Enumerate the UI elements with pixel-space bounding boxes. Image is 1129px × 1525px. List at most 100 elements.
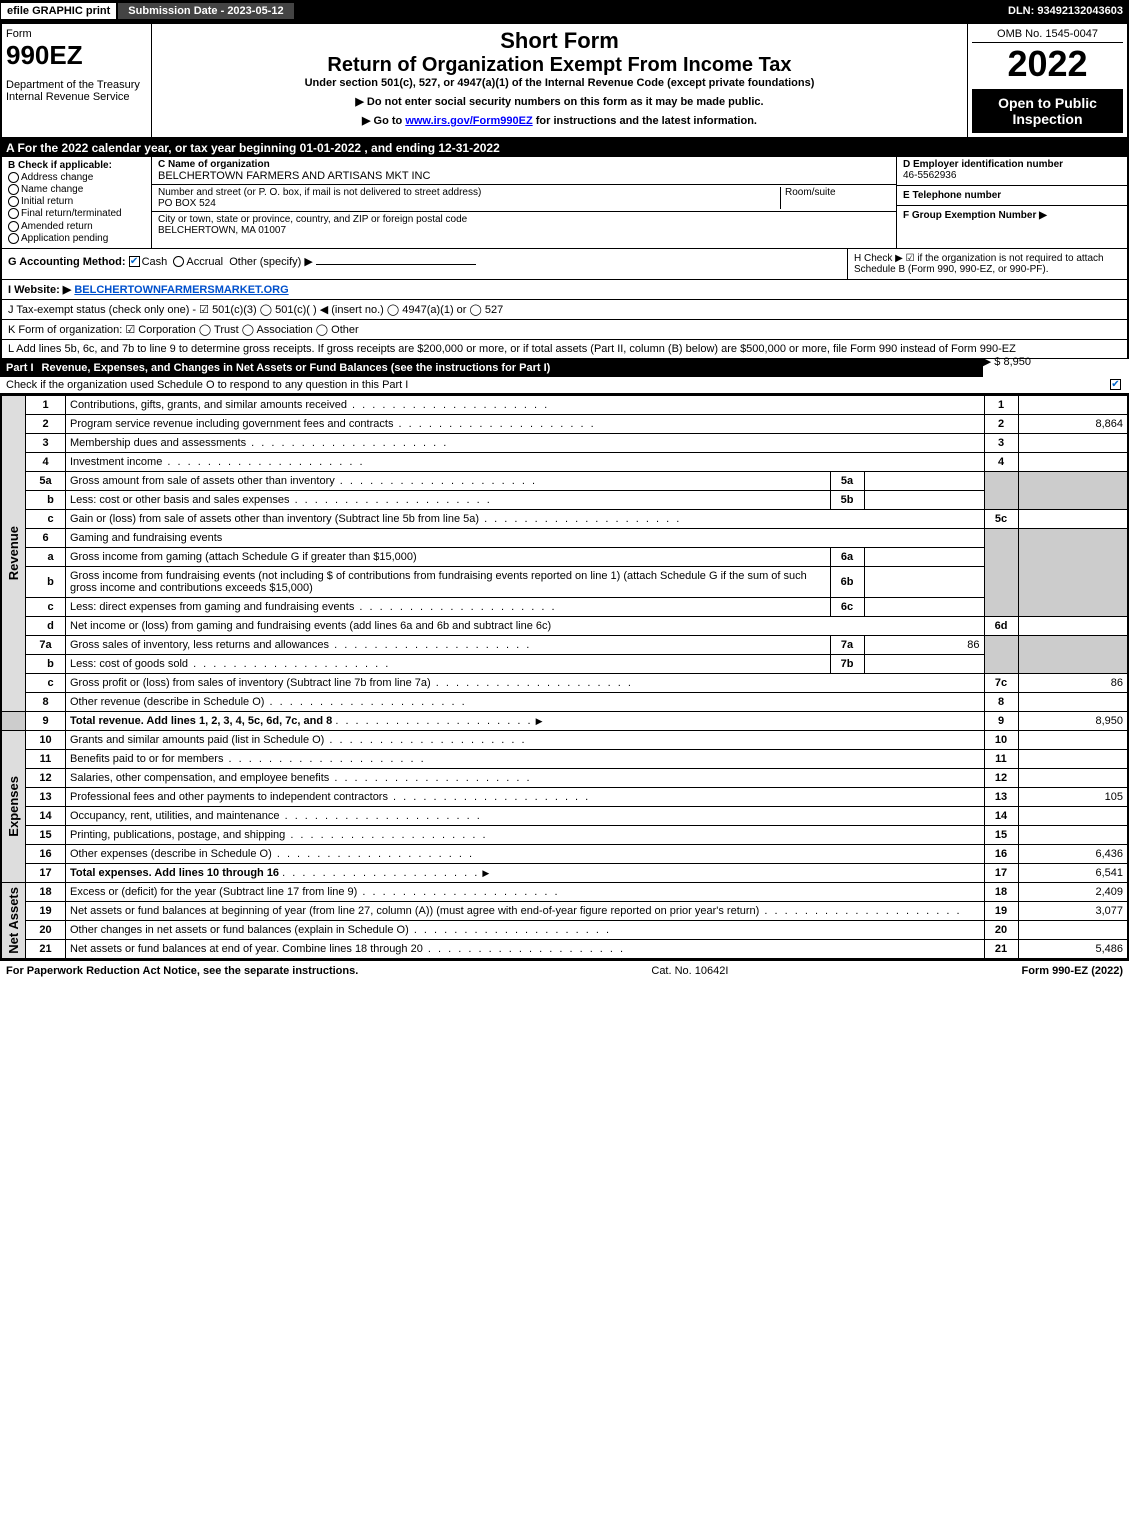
l4-desc: Investment income [66, 452, 985, 471]
l1-desc: Contributions, gifts, grants, and simila… [66, 395, 985, 415]
submission-date: Submission Date - 2023-05-12 [117, 2, 294, 20]
chk-cash[interactable] [129, 256, 140, 267]
l3-num: 3 [26, 433, 66, 452]
chk-amended-return[interactable]: Amended return [8, 221, 145, 232]
l6-shade [984, 528, 1018, 616]
l7c-rnum: 7c [984, 673, 1018, 692]
part-1-header: Part I Revenue, Expenses, and Changes in… [0, 359, 983, 377]
row-l: L Add lines 5b, 6c, and 7b to line 9 to … [2, 340, 1127, 359]
l7-shade [984, 635, 1018, 673]
l6c-num: c [26, 597, 66, 616]
l10-rval [1018, 730, 1128, 749]
l6d-num: d [26, 616, 66, 635]
part-1-table: Revenue 1 Contributions, gifts, grants, … [0, 394, 1129, 960]
website-link[interactable]: BELCHERTOWNFARMERSMARKET.ORG [74, 284, 288, 296]
l2-desc: Program service revenue including govern… [66, 414, 985, 433]
l19-rnum: 19 [984, 901, 1018, 920]
l9-num: 9 [26, 711, 66, 730]
l6-shade-val [1018, 528, 1128, 616]
l11-num: 11 [26, 749, 66, 768]
l4-num: 4 [26, 452, 66, 471]
l18-rval: 2,409 [1018, 882, 1128, 901]
l19-num: 19 [26, 901, 66, 920]
l10-desc: Grants and similar amounts paid (list in… [66, 730, 985, 749]
l13-rval: 105 [1018, 787, 1128, 806]
footer-left: For Paperwork Reduction Act Notice, see … [6, 965, 358, 977]
l18-num: 18 [26, 882, 66, 901]
l2-num: 2 [26, 414, 66, 433]
l5a-mn: 5a [830, 471, 864, 490]
l2-rnum: 2 [984, 414, 1018, 433]
chk-initial-return[interactable]: Initial return [8, 196, 145, 207]
l6c-mn: 6c [830, 597, 864, 616]
l20-rval [1018, 920, 1128, 939]
l7b-num: b [26, 654, 66, 673]
street-value: PO BOX 524 [158, 198, 780, 209]
chk-final-return[interactable]: Final return/terminated [8, 208, 145, 219]
section-def: D Employer identification number 46-5562… [897, 157, 1127, 248]
l15-rnum: 15 [984, 825, 1018, 844]
instructions-note: ▶ Go to www.irs.gov/Form990EZ for instru… [156, 114, 963, 127]
efile-print-button[interactable]: efile GRAPHIC print [0, 2, 117, 20]
l13-desc: Professional fees and other payments to … [66, 787, 985, 806]
footer-cat-no: Cat. No. 10642I [358, 965, 1021, 977]
room-suite: Room/suite [780, 187, 890, 209]
chk-application-pending[interactable]: Application pending [8, 233, 145, 244]
l5b-mn: 5b [830, 490, 864, 509]
l11-desc: Benefits paid to or for members [66, 749, 985, 768]
chk-name-change[interactable]: Name change [8, 184, 145, 195]
l12-num: 12 [26, 768, 66, 787]
form-header: Form 990EZ Department of the Treasury In… [0, 22, 1129, 139]
l19-desc: Net assets or fund balances at beginning… [66, 901, 985, 920]
omb-number: OMB No. 1545-0047 [972, 28, 1123, 43]
gross-receipts-amount: ▶ $ 8,950 [983, 355, 1121, 368]
city-row: City or town, state or province, country… [152, 212, 896, 238]
l12-rval [1018, 768, 1128, 787]
section-b-head: B Check if applicable: [8, 160, 145, 171]
header-center: Short Form Return of Organization Exempt… [152, 24, 967, 137]
top-bar: efile GRAPHIC print Submission Date - 20… [0, 0, 1129, 22]
l12-rnum: 12 [984, 768, 1018, 787]
l5c-rval [1018, 509, 1128, 528]
l6a-mv [864, 547, 984, 566]
l16-rnum: 16 [984, 844, 1018, 863]
l1-rval [1018, 395, 1128, 415]
l6-num: 6 [26, 528, 66, 547]
row-j: J Tax-exempt status (check only one) - ☑… [2, 300, 1127, 320]
section-c: C Name of organization BELCHERTOWN FARME… [152, 157, 897, 248]
l4-rval [1018, 452, 1128, 471]
l6b-mn: 6b [830, 566, 864, 597]
l12-desc: Salaries, other compensation, and employ… [66, 768, 985, 787]
l6c-mv [864, 597, 984, 616]
l13-num: 13 [26, 787, 66, 806]
l6-desc: Gaming and fundraising events [66, 528, 985, 547]
l5a-desc: Gross amount from sale of assets other t… [66, 471, 831, 490]
form-number: 990EZ [6, 40, 147, 71]
g-label: G Accounting Method: [8, 256, 129, 268]
l7c-desc: Gross profit or (loss) from sales of inv… [66, 673, 985, 692]
l20-rnum: 20 [984, 920, 1018, 939]
l16-rval: 6,436 [1018, 844, 1128, 863]
l14-num: 14 [26, 806, 66, 825]
l5a-mv [864, 471, 984, 490]
l20-desc: Other changes in net assets or fund bala… [66, 920, 985, 939]
telephone-label: E Telephone number [903, 190, 1121, 201]
group-exemption-label: F Group Exemption Number ▶ [903, 210, 1121, 221]
l21-desc: Net assets or fund balances at end of ye… [66, 939, 985, 959]
schedule-o-checkbox[interactable] [1110, 379, 1121, 390]
l6a-desc: Gross income from gaming (attach Schedul… [66, 547, 831, 566]
chk-accrual[interactable] [173, 256, 184, 267]
tax-year: 2022 [972, 43, 1123, 85]
chk-address-change[interactable]: Address change [8, 172, 145, 183]
l15-num: 15 [26, 825, 66, 844]
section-b: B Check if applicable: Address change Na… [2, 157, 152, 248]
irs-link[interactable]: www.irs.gov/Form990EZ [405, 115, 532, 127]
l5b-num: b [26, 490, 66, 509]
l6d-rnum: 6d [984, 616, 1018, 635]
l11-rnum: 11 [984, 749, 1018, 768]
l6d-rval [1018, 616, 1128, 635]
org-name-label: C Name of organization [158, 159, 890, 170]
l8-rval [1018, 692, 1128, 711]
l10-rnum: 10 [984, 730, 1018, 749]
l15-desc: Printing, publications, postage, and shi… [66, 825, 985, 844]
